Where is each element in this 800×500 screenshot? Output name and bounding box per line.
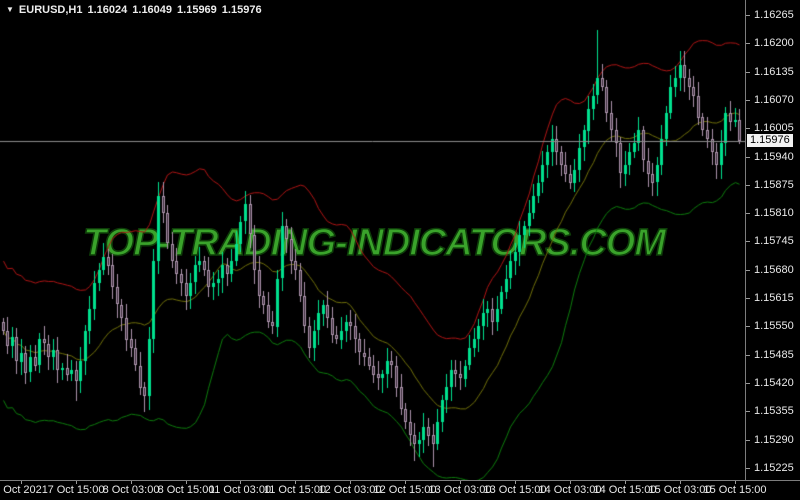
ohlc-low: 1.15969 <box>177 4 217 16</box>
price-axis-label: 1.15615 <box>754 292 794 304</box>
price-axis-tick <box>746 213 750 214</box>
chart-canvas[interactable] <box>0 0 745 480</box>
time-axis-tick <box>460 481 461 484</box>
price-axis-label: 1.16070 <box>754 94 794 106</box>
time-axis-tick <box>515 481 516 484</box>
time-axis-tick <box>76 481 77 484</box>
price-axis-label: 1.15420 <box>754 377 794 389</box>
price-axis-tick <box>746 411 750 412</box>
time-axis-label: 12 Oct 15:00 <box>373 484 437 496</box>
price-axis-label: 1.16265 <box>754 9 794 21</box>
price-axis-label: 1.15355 <box>754 405 794 417</box>
time-axis-label: 11 Oct 15:00 <box>263 484 327 496</box>
price-axis-tick <box>746 72 750 73</box>
price-axis-label: 1.16200 <box>754 37 794 49</box>
price-axis-label: 1.15225 <box>754 462 794 474</box>
time-axis-tick <box>21 481 22 484</box>
price-axis-tick <box>746 440 750 441</box>
price-axis-label: 1.16005 <box>754 122 794 134</box>
price-axis-label: 1.15940 <box>754 151 794 163</box>
time-axis-label: 14 Oct 15:00 <box>593 484 657 496</box>
symbol-ohlc-header: ▼ EURUSD,H1 1.16024 1.16049 1.15969 1.15976 <box>6 4 267 16</box>
time-axis-tick <box>186 481 187 484</box>
price-axis-tick <box>746 383 750 384</box>
time-axis-label: 14 Oct 03:00 <box>538 484 602 496</box>
price-axis-tick <box>746 270 750 271</box>
time-axis-label: 8 Oct 15:00 <box>157 484 215 496</box>
time-axis-tick <box>350 481 351 484</box>
time-axis-label: 7 Oct 2021 <box>0 484 48 496</box>
price-scale-border <box>745 0 746 481</box>
time-axis-label: 12 Oct 03:00 <box>318 484 382 496</box>
time-axis-tick <box>570 481 571 484</box>
time-axis-label: 15 Oct 15:00 <box>703 484 767 496</box>
time-axis-label: 8 Oct 03:00 <box>102 484 160 496</box>
time-axis-tick <box>680 481 681 484</box>
price-axis-label: 1.15680 <box>754 264 794 276</box>
price-axis-tick <box>746 326 750 327</box>
time-axis-tick <box>131 481 132 484</box>
time-scale-border <box>0 480 800 481</box>
time-axis-tick <box>240 481 241 484</box>
price-axis-tick <box>746 241 750 242</box>
price-axis-label: 1.15875 <box>754 179 794 191</box>
price-axis-tick <box>746 100 750 101</box>
current-price-label: 1.15976 <box>747 134 793 147</box>
price-axis-tick <box>746 468 750 469</box>
time-axis-label: 7 Oct 15:00 <box>47 484 105 496</box>
price-axis-label: 1.16135 <box>754 66 794 78</box>
ohlc-high: 1.16049 <box>132 4 173 16</box>
time-axis-tick <box>295 481 296 484</box>
ohlc-close: 1.15976 <box>221 4 262 16</box>
price-axis-label: 1.15290 <box>754 434 794 446</box>
time-axis-tick <box>625 481 626 484</box>
time-axis-label: 11 Oct 03:00 <box>208 484 272 496</box>
symbol-period-label: EURUSD,H1 <box>18 4 83 16</box>
price-axis-tick <box>746 15 750 16</box>
price-axis-tick <box>746 157 750 158</box>
symbol-dropdown-icon[interactable]: ▼ <box>6 5 14 14</box>
time-axis-label: 13 Oct 15:00 <box>483 484 547 496</box>
price-axis-tick <box>746 128 750 129</box>
price-axis-tick <box>746 43 750 44</box>
price-axis-label: 1.15485 <box>754 349 794 361</box>
ohlc-open: 1.16024 <box>87 4 128 16</box>
price-axis-tick <box>746 185 750 186</box>
time-axis-label: 13 Oct 03:00 <box>428 484 492 496</box>
price-axis-tick <box>746 355 750 356</box>
price-axis-tick <box>746 298 750 299</box>
time-axis-label: 15 Oct 03:00 <box>648 484 712 496</box>
time-axis-tick <box>405 481 406 484</box>
price-axis-label: 1.15745 <box>754 235 794 247</box>
price-axis-label: 1.15550 <box>754 320 794 332</box>
time-axis-tick <box>735 481 736 484</box>
price-axis-label: 1.15810 <box>754 207 794 219</box>
